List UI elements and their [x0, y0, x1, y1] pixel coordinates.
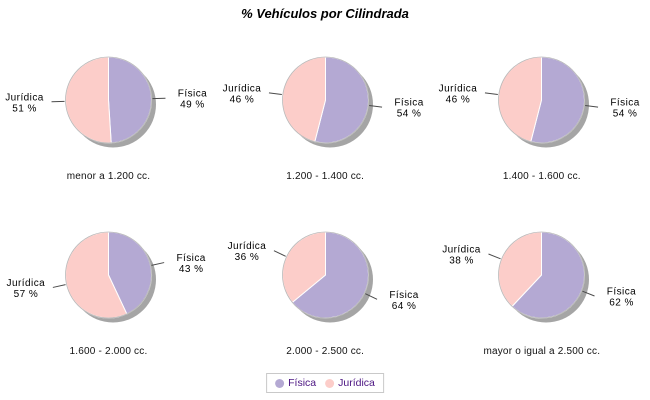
pie-chart-cell: Física 54 % Jurídica 46 % 1.400 - 1.600 cc.: [433, 30, 650, 205]
legend-item-fisica: Física: [275, 377, 316, 389]
pie-chart-cell: Física 54 % Jurídica 46 % 1.200 - 1.400 cc.: [217, 30, 434, 205]
page-title: % Vehículos por Cilindrada: [241, 6, 409, 21]
pie-slice-fisica: [511, 231, 586, 319]
slice-percent-label: 54 %: [396, 109, 421, 120]
pie-rim: [498, 231, 586, 319]
leader-line: [151, 262, 165, 266]
legend-label-fisica: Física: [288, 377, 317, 389]
pie-slice-fisica: [291, 231, 369, 319]
pie-slice-fisica: [108, 56, 152, 144]
slice-name-label: Física: [607, 286, 636, 297]
leader-line: [485, 92, 499, 95]
slice-percent-label: 49 %: [180, 100, 205, 111]
slice-name-label: Física: [611, 98, 640, 109]
pie-slice-juridica: [498, 56, 543, 143]
pie-rim: [65, 231, 152, 319]
slice-percent-label: 46 %: [229, 94, 254, 105]
leader-line: [488, 253, 502, 260]
slice-percent-label: 36 %: [234, 252, 259, 263]
leader-line: [268, 92, 282, 95]
pie-caption: menor a 1.200 cc.: [66, 171, 151, 182]
pie-slice-fisica: [313, 56, 369, 144]
slice-name-label: Física: [389, 290, 418, 301]
pie-slice-juridica: [65, 56, 112, 144]
slice-name-label: Jurídica: [439, 83, 478, 94]
slice-name-label: Jurídica: [222, 83, 261, 94]
legend: Física Jurídica: [266, 373, 384, 393]
pie-slice-juridica: [65, 231, 128, 319]
leader-line: [52, 284, 66, 288]
pie-caption: 1.600 - 2.000 cc.: [69, 346, 148, 357]
slice-name-label: Física: [176, 253, 205, 264]
slice-name-label: Física: [394, 98, 423, 109]
slice-percent-label: 43 %: [179, 264, 204, 275]
pie-slice-fisica: [530, 56, 586, 144]
slice-percent-label: 38 %: [450, 256, 475, 267]
pie-chart-cell: Física 43 % Jurídica 57 % 1.600 - 2.000 cc.: [0, 205, 217, 380]
slice-name-label: Física: [178, 89, 207, 100]
slice-name-label: Jurídica: [227, 241, 266, 252]
slice-name-label: Jurídica: [7, 278, 46, 289]
slice-percent-label: 57 %: [14, 289, 39, 300]
pie-caption: mayor o igual a 2.500 cc.: [483, 346, 601, 357]
juridica-swatch-icon: [325, 378, 335, 388]
pie-caption: 2.000 - 2.500 cc.: [286, 346, 365, 357]
slice-percent-label: 62 %: [610, 297, 635, 308]
pie-rim: [281, 56, 369, 144]
slice-percent-label: 46 %: [446, 94, 471, 105]
legend-label-juridica: Jurídica: [338, 377, 375, 389]
pie-slice-juridica: [281, 56, 326, 143]
pie-rim: [65, 56, 152, 144]
slice-percent-label: 64 %: [391, 301, 416, 312]
leader-line: [364, 293, 377, 300]
pie-chart-cell: Física 49 % Jurídica 51 % menor a 1.200 cc.: [0, 30, 217, 205]
leader-line: [368, 105, 382, 108]
pie-slice-juridica: [498, 231, 543, 307]
slice-percent-label: 51 %: [12, 103, 37, 114]
fisica-swatch-icon: [275, 378, 285, 388]
leader-line: [585, 105, 599, 108]
pie-charts-grid: Física 49 % Jurídica 51 % menor a 1.200 cc. F…: [0, 30, 650, 380]
leader-line: [273, 250, 286, 257]
pie-rim: [281, 231, 369, 319]
pie-slice-juridica: [281, 231, 326, 303]
slice-name-label: Jurídica: [443, 245, 482, 256]
leader-line: [582, 290, 595, 297]
pie-rim: [498, 56, 586, 144]
pie-slice-fisica: [108, 231, 152, 315]
legend-item-juridica: Jurídica: [325, 377, 375, 389]
slice-name-label: Jurídica: [5, 92, 44, 103]
pie-caption: 1.200 - 1.400 cc.: [286, 171, 365, 182]
slice-percent-label: 54 %: [613, 109, 638, 120]
pie-chart-cell: Física 64 % Jurídica 36 % 2.000 - 2.500 cc.: [217, 205, 434, 380]
pie-caption: 1.400 - 1.600 cc.: [502, 171, 581, 182]
pie-chart-cell: Física 62 % Jurídica 38 % mayor o igual a 2.…: [433, 205, 650, 380]
